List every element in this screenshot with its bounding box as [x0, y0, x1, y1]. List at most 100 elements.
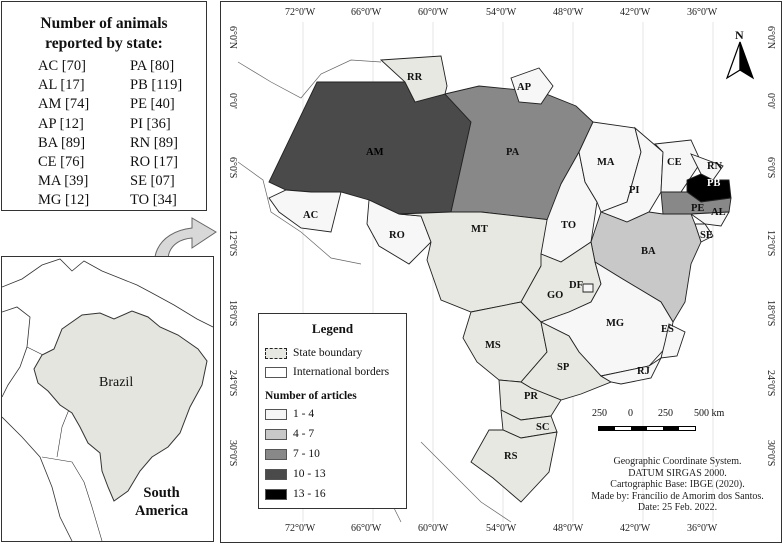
legend-title: Legend [311, 321, 354, 336]
state-label-rs: RS [504, 451, 518, 462]
tick-right: 6°0'S [765, 157, 776, 179]
stat-item: PB [119] [130, 77, 183, 94]
state-label-es: ES [661, 324, 674, 335]
state-ap [510, 67, 554, 105]
state-label-ms: MS [485, 340, 501, 351]
tick-bottom: 72°0'W [285, 523, 316, 534]
state-label-rj: RJ [637, 366, 650, 377]
class-swatch [265, 488, 287, 500]
state-label-ap: AP [517, 82, 531, 93]
legend-class: 13 - 16 [265, 488, 326, 500]
scale-label: 250 [658, 408, 673, 419]
state-rr [379, 55, 448, 103]
credit-line: Made by: Francílio de Amorim dos Santos. [591, 490, 764, 502]
scale-bar-graphic [598, 426, 696, 431]
south-america-inset: Brazil [1, 256, 214, 542]
tick-left: 24°0'S [227, 370, 238, 397]
articles-legend-title: Number of articles [265, 390, 357, 402]
map-credits: Geographic Coordinate System. DATUM SIRG… [590, 456, 765, 514]
north-letter: N [735, 28, 744, 42]
state-label-mg: MG [606, 318, 625, 329]
stat-item: AP [12] [38, 115, 84, 132]
state-label-rn: RN [707, 161, 723, 172]
tick-bottom: 48°0'W [553, 523, 584, 534]
tick-bottom: 66°0'W [351, 523, 382, 534]
animals-by-state-panel: Number of animals reported by state: AC … [1, 1, 207, 211]
tick-left: 18°0'S [227, 300, 238, 327]
scale-bar: 250 0 250 500 km [592, 408, 778, 438]
state-label-pb: PB [707, 178, 721, 189]
state-label-al: AL [711, 207, 726, 218]
state-al [689, 211, 730, 227]
state-label-df: DF [569, 280, 583, 291]
class-label: 1 - 4 [293, 408, 315, 420]
continent-label-line1: South [143, 485, 180, 501]
map-legend: Legend State boundary International bord… [258, 313, 407, 509]
legend-state-boundary: State boundary [265, 347, 362, 359]
class-label: 10 - 13 [293, 468, 326, 480]
class-label: 4 - 7 [293, 428, 315, 440]
stat-item: BA [89] [38, 134, 86, 151]
class-label: 7 - 10 [293, 448, 320, 460]
state-label-ac: AC [303, 210, 319, 221]
tick-right: 30°0'S [765, 440, 776, 467]
stat-item: AL [17] [38, 77, 85, 94]
class-label: 13 - 16 [293, 488, 326, 500]
class-swatch [265, 408, 287, 420]
state-label-rr: RR [407, 72, 423, 83]
state-label-sp: SP [557, 362, 570, 373]
tick-right: 6°0'N [765, 26, 776, 50]
tick-left: 6°0'S [227, 157, 238, 179]
tick-top: 66°0'W [351, 7, 382, 18]
tick-left: 6°0'N [227, 26, 238, 50]
tick-bottom: 54°0'W [486, 523, 517, 534]
north-arrow-shape [725, 41, 755, 80]
state-label-ma: MA [597, 157, 615, 168]
tick-right: 18°0'S [765, 300, 776, 327]
state-label-ce: CE [667, 157, 682, 168]
legend-international-borders: International borders [265, 366, 389, 378]
inset-map [2, 258, 213, 541]
panel-title: Number of animals reported by state: [2, 14, 206, 54]
tick-bottom: 36°0'W [687, 523, 718, 534]
stat-item: AC [70] [38, 58, 86, 74]
stat-item: SE [07] [130, 173, 175, 190]
stats-column-left: AC [70] AL [17] AM [74] AP [12] BA [89] … [38, 57, 89, 211]
tick-top: 42°0'W [620, 7, 651, 18]
state-boundary-label: State boundary [293, 347, 363, 359]
stat-item: PI [36] [130, 115, 171, 132]
credit-line: Cartographic Base: IBGE (2020). [610, 479, 745, 490]
stat-item: RN [89] [130, 134, 178, 151]
state-label-pe: PE [691, 203, 705, 214]
tick-top: 36°0'W [687, 7, 718, 18]
legend-class: 4 - 7 [265, 428, 314, 440]
tick-right: 0°0' [765, 93, 776, 109]
state-label-se: SE [700, 230, 713, 241]
stat-item: MG [12] [38, 192, 90, 209]
state-label-ba: BA [641, 246, 656, 257]
stat-item: PA [80] [130, 58, 175, 74]
tick-top: 54°0'W [486, 7, 517, 18]
tick-left: 0°0' [227, 93, 238, 109]
tick-left: 30°0'S [227, 440, 238, 467]
scale-label: 250 [592, 408, 607, 419]
state-sp [520, 321, 613, 401]
brazil-states-map [237, 22, 732, 523]
south-america-label: South America [135, 484, 188, 520]
credit-line: Date: 25 Feb. 2022. [637, 502, 718, 513]
credit-line: Geographic Coordinate System. [613, 456, 742, 467]
state-label-pa: PA [506, 147, 520, 158]
legend-class: 10 - 13 [265, 468, 326, 480]
international-border-label: International borders [293, 366, 390, 378]
state-label-to: TO [561, 220, 576, 231]
international-border-swatch [265, 366, 287, 378]
stats-column-right: PA [80] PB [119] PE [40] PI [36] RN [89]… [130, 57, 182, 211]
state-df [582, 283, 594, 293]
brazil-shape [33, 310, 208, 502]
class-swatch [265, 468, 287, 480]
class-swatch [265, 448, 287, 460]
tick-bottom: 42°0'W [620, 523, 651, 534]
panel-title-line1: Number of animals [40, 15, 168, 32]
credit-line: DATUM SIRGAS 2000. [628, 467, 727, 479]
tick-left: 12°0'S [227, 230, 238, 257]
